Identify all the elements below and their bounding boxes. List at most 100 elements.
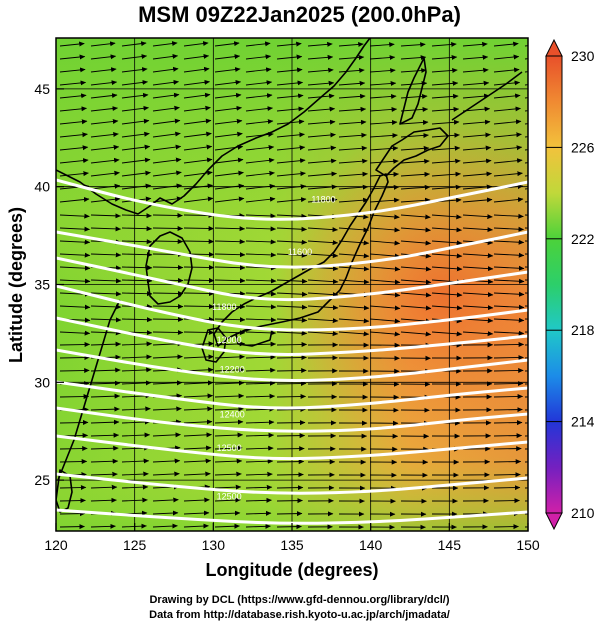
wind-arrow <box>276 80 304 86</box>
wind-arrow <box>245 367 276 373</box>
wind-arrow <box>400 55 427 61</box>
wind-arrow <box>369 197 400 203</box>
wind-arrow <box>245 213 276 219</box>
wind-arrow <box>214 304 246 310</box>
wind-arrow <box>152 510 179 516</box>
wind-arrow <box>462 119 491 125</box>
wind-arrow <box>121 354 152 360</box>
wind-arrow <box>276 511 303 517</box>
wind-arrow <box>245 419 275 425</box>
wind-arrow <box>369 68 396 74</box>
wind-arrow <box>400 331 432 337</box>
wind-arrow <box>152 406 182 412</box>
x-tick-label: 135 <box>280 537 304 553</box>
wind-arrow <box>431 93 459 99</box>
wind-arrow <box>338 240 370 246</box>
wind-arrow <box>183 157 213 164</box>
wind-arrow <box>400 132 429 138</box>
wind-arrow <box>369 318 401 324</box>
wind-arrow <box>245 510 272 516</box>
wind-arrow <box>214 105 242 112</box>
wind-arrow <box>121 118 150 125</box>
wind-arrow <box>493 446 522 452</box>
wind-arrow <box>431 171 461 177</box>
x-axis-ticks: 120 125 130 135 140 145 150 <box>44 523 540 553</box>
wind-arrow <box>59 119 88 125</box>
wind-arrow <box>121 41 147 47</box>
wind-arrow <box>152 380 183 386</box>
wind-arrow <box>431 305 463 311</box>
wind-arrow <box>90 213 121 219</box>
colorbar-top-triangle <box>545 38 563 57</box>
wind-arrow <box>90 144 120 151</box>
wind-arrow <box>462 132 491 138</box>
wind-arrow <box>183 354 214 360</box>
wind-arrow <box>369 214 400 220</box>
wind-arrow <box>214 170 244 177</box>
wind-arrow <box>214 471 242 477</box>
wind-arrow <box>90 458 119 464</box>
wind-arrow <box>245 291 277 297</box>
wind-arrow <box>276 106 304 112</box>
wind-arrow <box>59 171 89 177</box>
wind-arrow <box>214 278 246 284</box>
wind-arrow <box>493 106 521 112</box>
wind-arrow <box>121 406 151 412</box>
wind-arrow <box>214 131 243 138</box>
y-axis-ticks: 25 30 35 40 45 <box>34 81 64 488</box>
wind-arrow <box>338 132 367 138</box>
wind-arrow <box>462 305 494 311</box>
colorbar: 230 226 222 218 214 210 <box>545 38 595 531</box>
wind-arrow <box>400 106 429 112</box>
wind-arrow <box>431 184 462 190</box>
wind-arrow <box>59 330 91 336</box>
wind-arrow <box>214 367 245 373</box>
contour-labels: 11800 11600 11800 12000 12200 12400 12500 12500 <box>212 194 336 501</box>
wind-arrow <box>59 158 89 164</box>
wind-arrow <box>90 106 118 112</box>
wind-arrow <box>245 341 277 347</box>
wind-arrow <box>121 157 151 164</box>
wind-arrow <box>90 278 122 284</box>
wind-arrow <box>462 41 488 47</box>
wind-arrow <box>276 252 308 258</box>
wind-arrow <box>214 183 245 190</box>
wind-arrow <box>214 484 242 490</box>
wind-arrow <box>276 239 308 245</box>
wind-arrow <box>90 291 122 297</box>
wind-arrow <box>183 304 215 309</box>
wind-arrow <box>276 41 302 47</box>
wind-arrow <box>338 305 370 311</box>
wind-arrow <box>493 54 520 60</box>
wind-arrow <box>245 157 275 164</box>
wind-arrow <box>276 132 305 138</box>
wind-arrow <box>245 106 273 112</box>
wind-arrow <box>59 446 88 452</box>
contour-label: 12500 <box>217 492 242 502</box>
wind-arrow <box>183 79 210 86</box>
wind-arrow <box>90 226 122 232</box>
wind-arrow <box>276 394 307 400</box>
wind-arrow <box>431 253 463 259</box>
wind-arrow <box>400 227 431 233</box>
y-tick-label: 30 <box>34 374 50 390</box>
height-contour <box>56 178 528 221</box>
wind-arrow <box>121 484 149 490</box>
wind-arrow <box>431 214 462 220</box>
wind-arrow <box>121 419 151 425</box>
wind-arrow <box>152 92 180 99</box>
wind-arrow <box>59 342 91 348</box>
wind-arrow <box>400 214 431 220</box>
height-contour <box>56 472 528 495</box>
wind-arrow <box>276 171 306 177</box>
wind-arrow <box>307 132 336 138</box>
wind-arrow <box>462 253 494 259</box>
colorbar-ticks: 230 226 222 218 214 210 <box>546 48 595 521</box>
wind-arrow <box>245 432 275 438</box>
wind-arrow <box>183 144 213 151</box>
wind-arrow <box>338 184 369 190</box>
wind-arrow <box>493 67 520 73</box>
wind-arrow <box>90 93 118 99</box>
wind-arrow <box>493 197 524 203</box>
